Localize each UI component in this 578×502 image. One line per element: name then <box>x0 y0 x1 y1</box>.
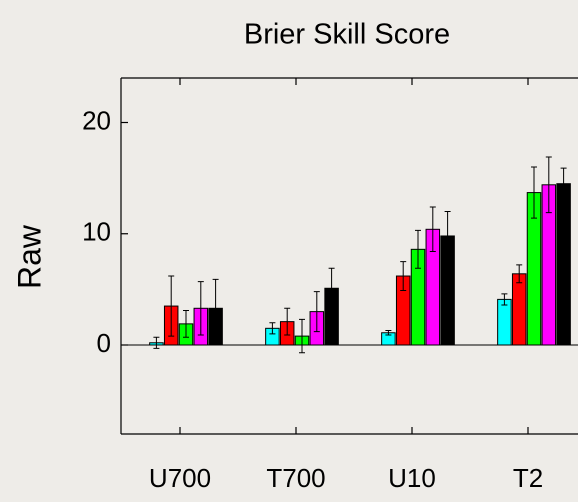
x-tick-label: T2 <box>513 463 543 493</box>
error-bar <box>168 275 175 337</box>
y-tick-label: 20 <box>82 105 111 135</box>
y-axis-label: Raw <box>11 224 47 289</box>
error-bar <box>415 229 421 269</box>
error-bar <box>313 291 320 333</box>
error-bar <box>444 211 451 261</box>
bar <box>556 183 571 346</box>
x-tick-label: U10 <box>388 463 436 493</box>
error-bar <box>429 206 436 253</box>
error-bar <box>284 307 291 336</box>
error-bar <box>385 330 392 336</box>
error-bar <box>516 264 523 284</box>
error-bar <box>328 267 335 309</box>
error-bar <box>212 278 219 338</box>
error-bar <box>299 318 305 354</box>
bar <box>511 273 527 346</box>
y-tick-label: 10 <box>82 217 111 247</box>
error-bar <box>183 310 189 338</box>
bar <box>497 298 512 346</box>
error-bar <box>153 336 160 349</box>
error-bar <box>531 166 537 219</box>
error-bar <box>560 167 567 200</box>
error-bar <box>197 281 204 336</box>
x-tick-label: U700 <box>149 463 211 493</box>
error-bar <box>501 293 508 306</box>
error-bar <box>269 322 276 335</box>
x-tick-label: T700 <box>266 463 325 493</box>
chart-title: Brier Skill Score <box>244 19 450 51</box>
y-tick-label: 0 <box>97 328 111 358</box>
error-bar <box>400 261 407 291</box>
error-bar <box>545 156 552 214</box>
